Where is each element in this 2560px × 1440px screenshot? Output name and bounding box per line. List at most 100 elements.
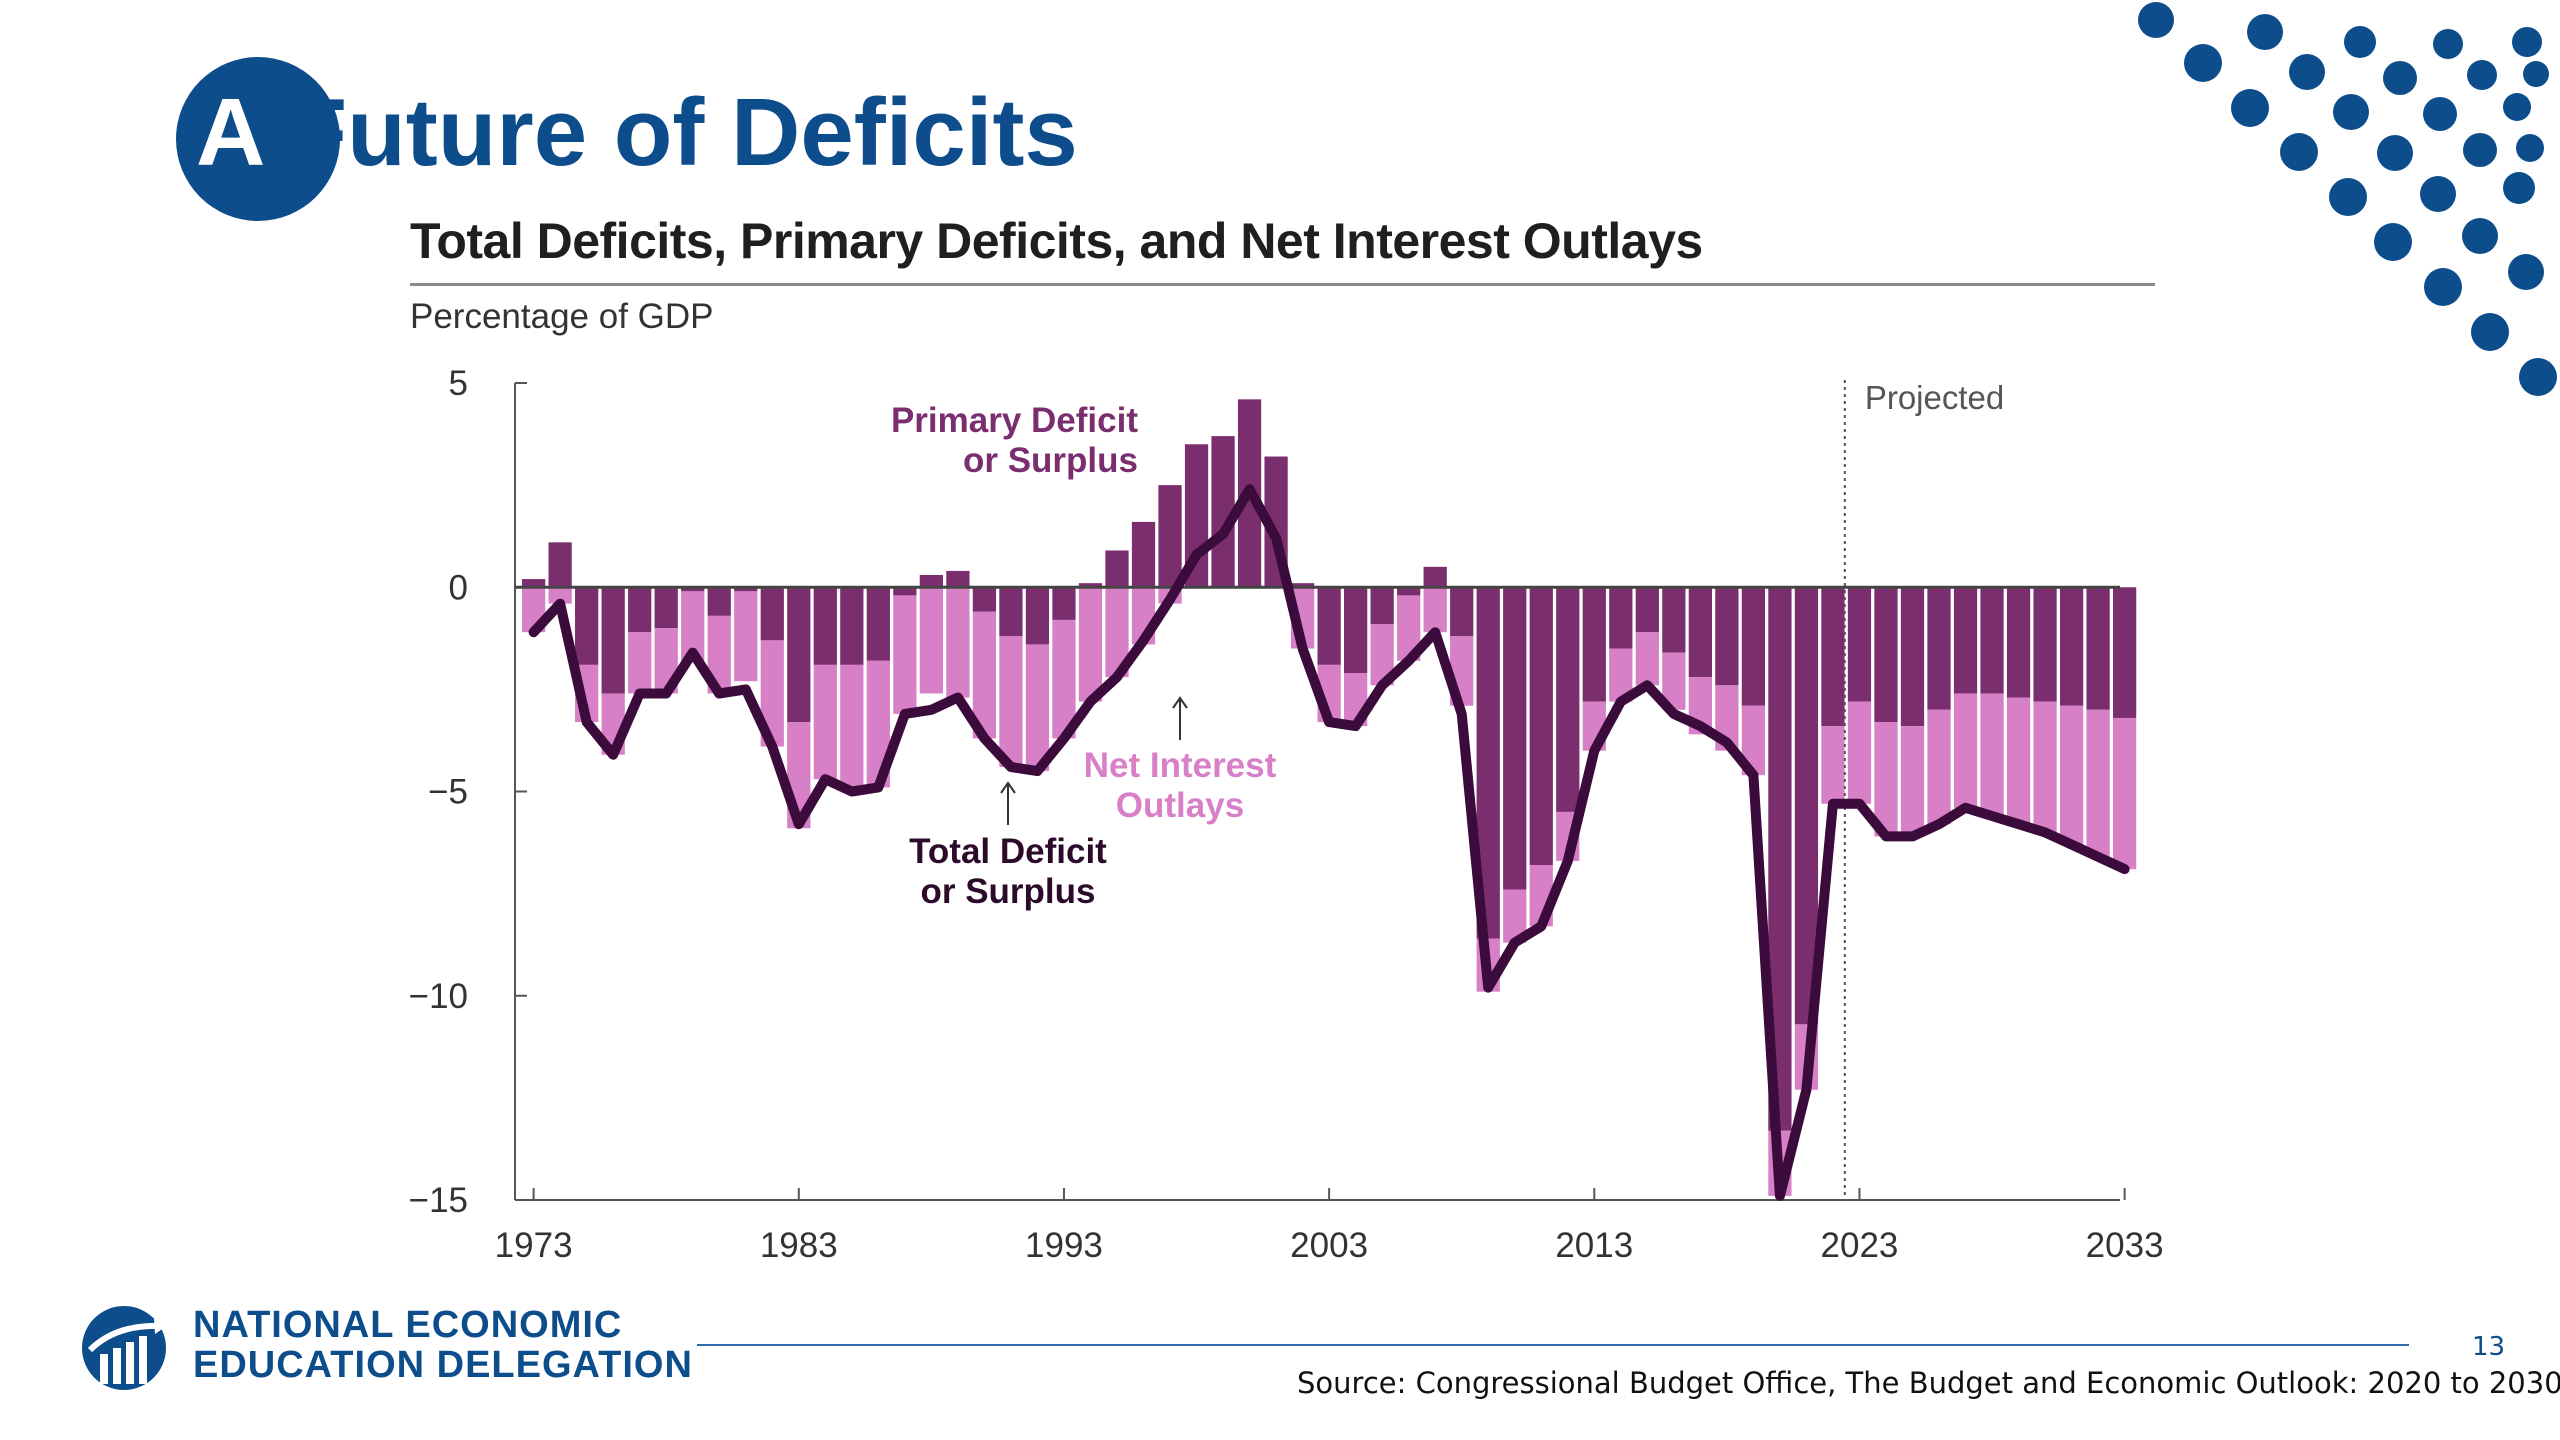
- primary-deficit-bar: [1211, 436, 1235, 588]
- net-interest-bar: [1980, 693, 2004, 817]
- net-interest-annotation-line2: Outlays: [1116, 786, 1244, 825]
- primary-deficit-bar: [760, 587, 784, 641]
- primary-deficit-bar: [1556, 587, 1580, 812]
- primary-deficit-bar: [1874, 587, 1898, 723]
- net-interest-bar: [760, 640, 784, 747]
- net-interest-bar: [2086, 709, 2110, 857]
- net-interest-bar: [1953, 693, 1978, 808]
- primary-deficit-bar: [1662, 587, 1686, 653]
- net-interest-bar: [2006, 697, 2031, 825]
- source-citation: Source: Congressional Budget Office, The…: [1297, 1366, 2560, 1400]
- organization-name-line2: EDUCATION DELEGATION: [193, 1344, 693, 1386]
- primary-deficit-bar: [1927, 587, 1951, 710]
- primary-deficit-bar: [1317, 587, 1341, 665]
- primary-deficit-bar: [2113, 587, 2137, 718]
- primary-deficit-bar: [813, 587, 837, 665]
- net-interest-annotation-line1: Net Interest: [1084, 746, 1277, 785]
- decorative-dot-pattern: [2138, 2, 2557, 396]
- primary-deficit-bar: [1529, 587, 1553, 866]
- primary-deficit-bar: [628, 587, 652, 633]
- y-tick-label: −10: [409, 977, 468, 1016]
- primary-deficit-bar: [2006, 587, 2031, 698]
- primary-deficit-bar: [1105, 550, 1129, 588]
- primary-deficit-bar: [1052, 587, 1076, 620]
- net-interest-bar: [628, 632, 652, 694]
- primary-deficit-bar: [1609, 587, 1633, 649]
- slide-title-rest: Future of Deficits: [261, 79, 1078, 186]
- primary-deficit-bar: [575, 587, 599, 665]
- primary-deficit-bar: [1370, 587, 1394, 625]
- x-tick-label: 2003: [1290, 1226, 1368, 1265]
- primary-deficit-bar: [946, 570, 970, 588]
- net-interest-bar: [972, 611, 997, 739]
- x-tick-label: 1973: [495, 1226, 573, 1265]
- primary-deficit-bar: [1900, 587, 1925, 727]
- net-interest-bar: [1609, 648, 1633, 702]
- net-interest-bar: [681, 591, 705, 661]
- primary-deficit-bar: [1821, 587, 1845, 727]
- primary-deficit-bar: [1953, 587, 1978, 694]
- primary-deficit-bar: [1450, 587, 1474, 637]
- net-interest-bar: [1821, 726, 1845, 804]
- chart-title: Total Deficits, Primary Deficits, and Ne…: [410, 213, 1703, 269]
- net-interest-bar: [1662, 652, 1686, 710]
- y-tick-label: 0: [449, 568, 468, 607]
- net-interest-bar: [707, 615, 731, 694]
- primary-deficit-annotation-line2: or Surplus: [963, 441, 1138, 480]
- organization-name: NATIONAL ECONOMIC EDUCATION DELEGATION: [193, 1305, 693, 1385]
- primary-deficit-bar: [2059, 587, 2084, 706]
- net-interest-bar: [1900, 726, 1925, 837]
- projected-label: Projected: [1865, 379, 2004, 416]
- organization-name-line1: NATIONAL ECONOMIC: [193, 1304, 623, 1346]
- primary-deficit-bar: [1741, 587, 1766, 706]
- net-interest-bar: [1397, 595, 1421, 661]
- primary-deficit-bar: [1768, 587, 1792, 1131]
- x-tick-label: 1993: [1025, 1226, 1103, 1265]
- net-interest-bar: [1741, 705, 1766, 776]
- primary-deficit-bar: [919, 574, 943, 588]
- primary-deficit-bar: [707, 587, 731, 616]
- y-tick-label: −15: [409, 1181, 468, 1220]
- primary-deficit-annotation-line1: Primary Deficit: [891, 401, 1138, 440]
- primary-deficit-bar: [972, 587, 997, 612]
- total-deficit-annotation-line2: or Surplus: [920, 872, 1095, 911]
- primary-deficit-bar: [1794, 587, 1819, 1025]
- primary-deficit-bar: [840, 587, 864, 665]
- net-interest-bar: [866, 660, 890, 788]
- primary-deficit-bar: [734, 587, 758, 592]
- primary-deficit-bar: [1131, 521, 1156, 588]
- primary-deficit-bar: [681, 587, 705, 592]
- title-divider: [410, 283, 2155, 286]
- net-interest-bar: [1874, 722, 1898, 837]
- primary-deficit-bar: [1847, 587, 1872, 702]
- x-tick-label: 2013: [1555, 1226, 1633, 1265]
- net-interest-bar: [2113, 717, 2137, 870]
- primary-deficit-bar: [999, 587, 1023, 637]
- net-interest-bar: [1635, 632, 1659, 686]
- net-interest-annotation-arrowhead: [1172, 696, 1188, 709]
- net-interest-bar: [1927, 709, 1951, 825]
- primary-deficit-bar: [866, 587, 890, 661]
- net-interest-bar: [1370, 624, 1394, 686]
- deficits-chart: 5 0 −5 −10 −15 1973 1983 1993 2003 2013 2023 2033 Pr…: [409, 364, 2164, 1265]
- primary-deficit-bar: [1582, 587, 1606, 702]
- need-logo-icon: [82, 1306, 168, 1390]
- primary-deficit-bar: [654, 587, 678, 629]
- primary-deficit-bar: [2033, 587, 2057, 702]
- x-tick-label: 1983: [760, 1226, 838, 1265]
- total-deficit-line: [528, 484, 2130, 1201]
- primary-deficit-bar: [893, 587, 917, 596]
- primary-deficit-bar: [1423, 566, 1447, 588]
- primary-deficit-bar: [522, 579, 546, 588]
- footer-divider: [697, 1344, 2409, 1346]
- primary-deficit-bar: [1397, 587, 1421, 596]
- primary-deficit-bar: [787, 587, 811, 723]
- page-number: 13: [2472, 1332, 2506, 1362]
- slide-title: A Future of Deficits: [196, 78, 1078, 188]
- primary-deficit-bar: [1344, 587, 1368, 674]
- primary-deficit-bar: [601, 587, 625, 694]
- primary-deficit-bar: [1635, 587, 1659, 633]
- total-deficit-annotation-line1: Total Deficit: [909, 832, 1107, 871]
- net-interest-bar: [1105, 587, 1129, 678]
- primary-deficit-bar: [1688, 587, 1712, 678]
